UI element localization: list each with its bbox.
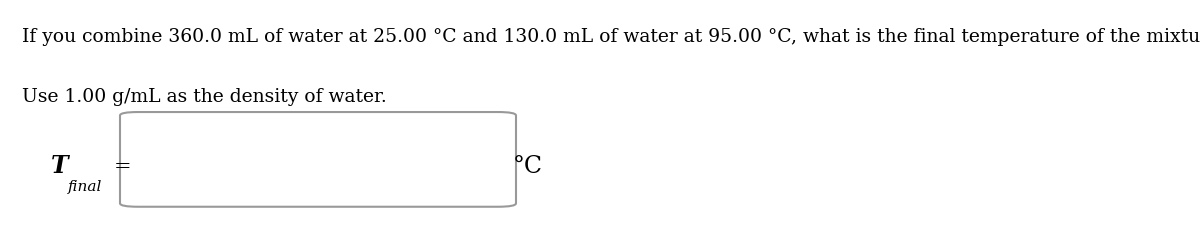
Text: °C: °C <box>512 155 542 178</box>
Text: final: final <box>68 180 103 194</box>
Text: T: T <box>50 154 68 178</box>
FancyBboxPatch shape <box>120 112 516 207</box>
Text: Use 1.00 g/mL as the density of water.: Use 1.00 g/mL as the density of water. <box>22 88 386 106</box>
Text: =: = <box>114 157 132 176</box>
Text: If you combine 360.0 mL of water at 25.00 °C and 130.0 mL of water at 95.00 °C, : If you combine 360.0 mL of water at 25.0… <box>22 28 1200 46</box>
